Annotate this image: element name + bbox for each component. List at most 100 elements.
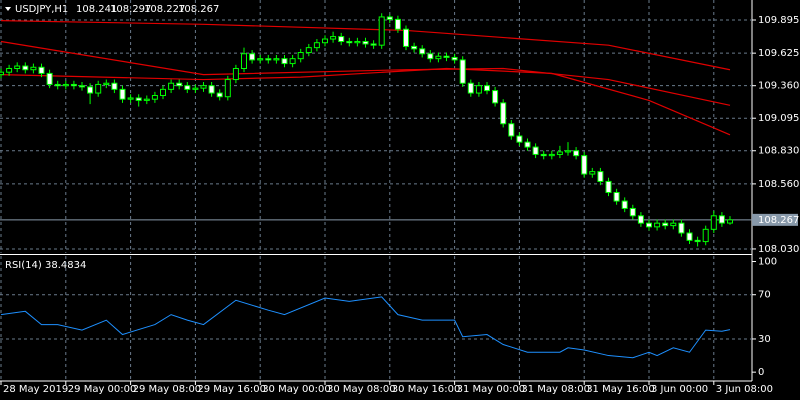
candle-body [14,65,21,69]
candle-body [289,58,296,65]
x-tick-label: 28 May 2019 [3,384,68,395]
x-tick-label: 31 May 08:00 [521,384,590,395]
rsi-title: RSI(14) [5,260,42,271]
x-tick-label: 30 May 16:00 [392,384,461,395]
candle-body [718,215,725,224]
candle-body [160,88,166,97]
candle-body [346,40,353,44]
candle-body [313,42,320,49]
candle-body [354,40,361,44]
candle-body [119,88,126,100]
moving-average [0,67,731,136]
candle-body [322,38,328,44]
candle-body [443,55,450,58]
y-tick-label: 109.095 [758,113,799,124]
candle-body [484,85,490,92]
candle-body [686,232,693,241]
candle-body [694,239,701,243]
x-tick-label: 30 May 08:00 [327,384,396,395]
candle-body [208,85,215,94]
header-open: 108.241 [76,4,117,15]
candle-body [62,83,69,87]
candle-body [589,171,596,175]
candle-body [103,82,110,85]
candle-body [662,222,669,227]
chart-title: USDJPY,H1 [15,4,68,15]
candle-body [370,43,377,46]
x-tick-label: 29 May 08:00 [133,384,202,395]
candle-body [184,85,191,90]
candle-body [386,16,393,20]
candle-body [581,155,588,175]
header-close: 108.267 [178,4,219,15]
candle-body [95,83,102,94]
candle-body [46,72,53,85]
candle-body [30,66,37,71]
candle-body [629,207,636,217]
candle-body [573,150,580,157]
candle-body [257,58,264,61]
candle-body [176,82,183,87]
candle-body [200,85,207,89]
x-tick-label: 3 Jun 00:00 [651,384,708,395]
x-tick-label: 31 May 16:00 [586,384,655,395]
candle-body [621,200,628,209]
candle-body [143,98,150,101]
rsi-tick-label: 0 [758,367,764,378]
candle-body [151,95,158,100]
candle-body [727,219,733,224]
x-tick-label: 3 Jun 08:00 [716,384,773,395]
header-high: 108.297 [110,4,151,15]
candle-body [419,48,426,55]
candle-body [305,47,312,54]
candle-body [710,215,717,230]
candle-body [79,85,85,88]
candle-body [500,102,507,125]
candle-body [70,83,77,87]
candle-body [524,141,531,148]
candle-body [403,28,409,47]
candle-body [265,58,272,61]
candle-body [475,85,482,94]
rsi-tick-label: 100 [758,257,777,268]
candle-body [556,151,563,155]
rsi-tick-label: 30 [758,334,771,345]
candle-body [22,65,29,71]
candle-body [613,191,620,202]
candle-body [394,18,401,30]
price-box-label: 108.267 [758,215,799,226]
candle-body [532,146,539,155]
rsi-line [0,296,731,359]
rsi-value: 38.4834 [45,260,86,271]
candle-body [411,45,418,50]
candle-body [605,180,612,193]
rsi-tick-label: 70 [758,290,771,301]
candle-body [597,171,604,182]
candle-body [540,153,547,157]
candle-body [427,53,434,60]
menu-triangle[interactable] [5,7,11,11]
candle-body [241,53,247,69]
y-tick-label: 109.625 [758,48,799,59]
candle-body [435,55,442,60]
candle-body [232,67,239,81]
candle-body [362,40,369,45]
candle-body [646,222,652,228]
candle-body [38,66,45,74]
y-tick-label: 109.895 [758,15,799,26]
candle-body [565,150,571,153]
candle-body [249,53,256,61]
x-tick-label: 29 May 16:00 [197,384,266,395]
candle-body [192,87,199,90]
candle-body [127,97,134,100]
candle-body [135,97,142,101]
candle-body [273,58,280,61]
candle-body [87,86,94,94]
y-tick-label: 109.360 [758,81,799,92]
candle-body [548,153,555,157]
candle-body [216,92,223,98]
candle-body [459,59,466,84]
candle-body [338,36,345,42]
candle-body [224,79,231,98]
